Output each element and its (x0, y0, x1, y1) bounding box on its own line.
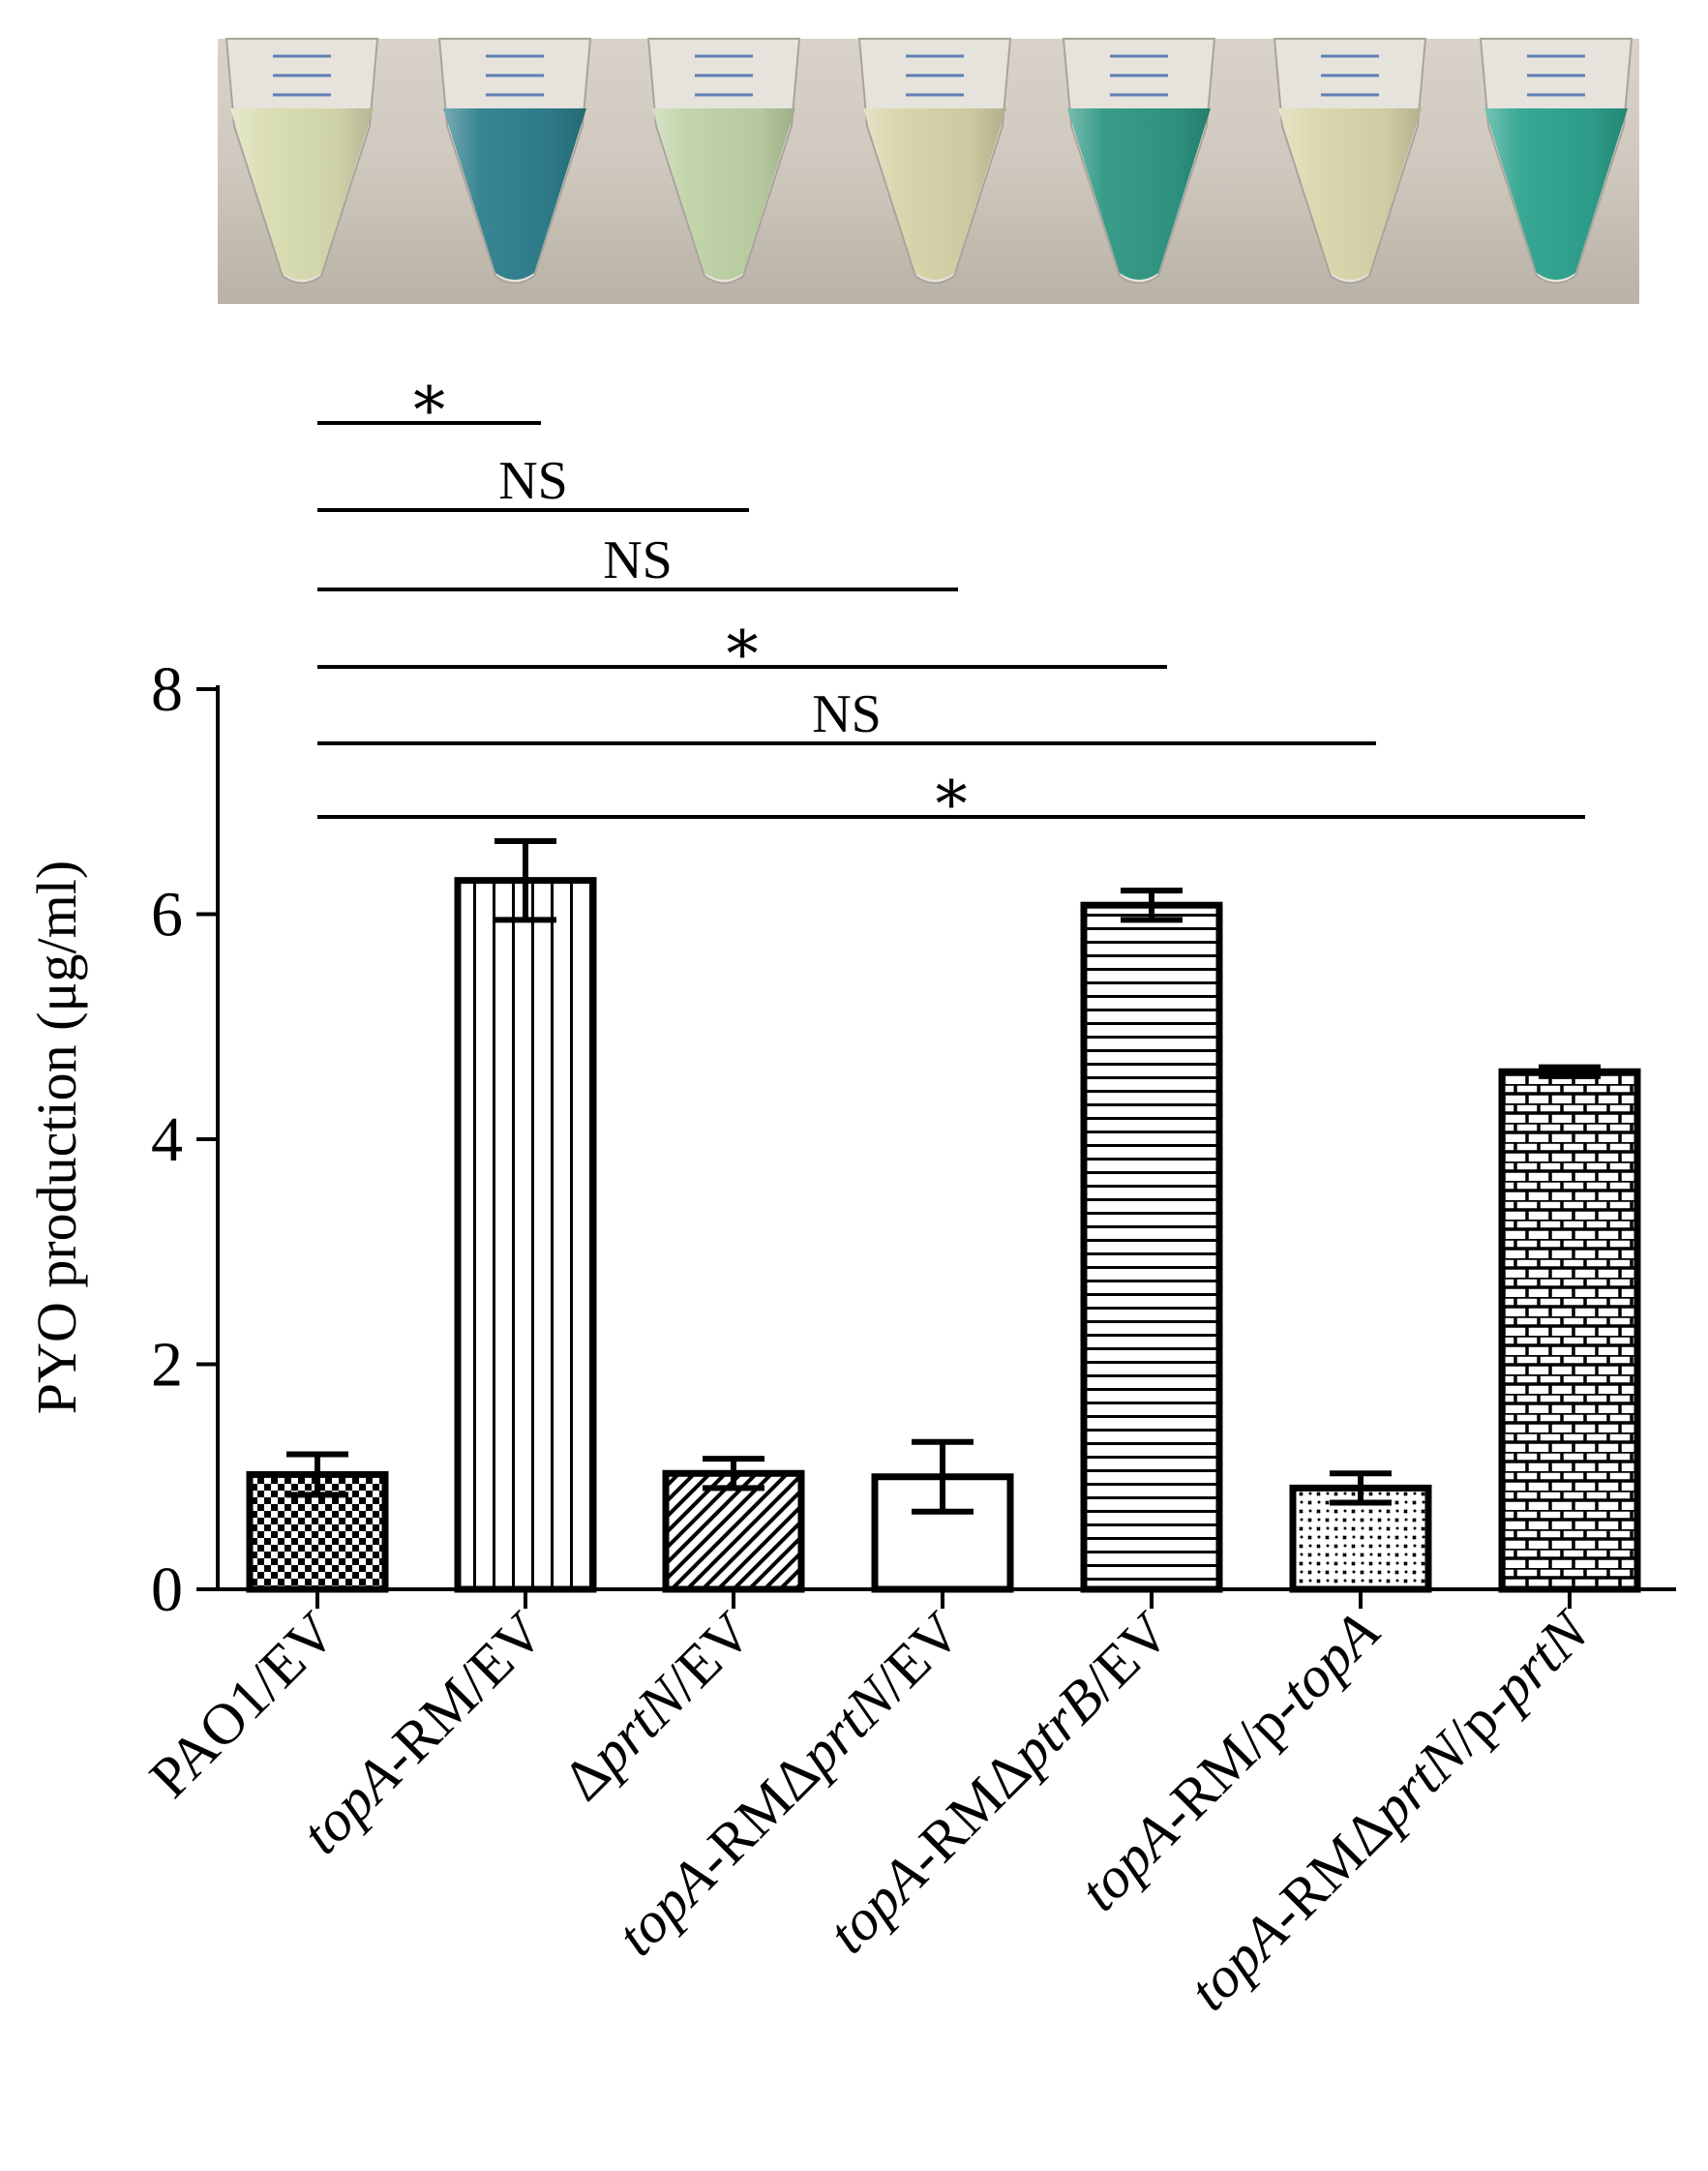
y-axis: 0 2 4 6 8 (151, 654, 220, 1625)
error-bar (1121, 888, 1183, 923)
tube (437, 38, 592, 285)
significance-label: NS (498, 451, 568, 511)
error-bar (1330, 1470, 1392, 1506)
x-tick-label: topA-RMΔptrB/EV (816, 1600, 1182, 1966)
significance-label: ∗ (407, 363, 451, 434)
significance-label: ∗ (721, 607, 764, 678)
x-tick-label: ΔprtN/EV (551, 1600, 764, 1813)
tube-gloss (230, 108, 374, 280)
tube (1273, 38, 1427, 285)
tube (225, 38, 379, 285)
tube-gloss (1067, 108, 1211, 280)
y-tick-label: 2 (151, 1330, 183, 1401)
significance-label: NS (603, 530, 673, 590)
bar-chart: 0 2 4 6 8 ∗ NS NS ∗ NS ∗ PAO1/EVtopA-RM/EVΔprtN/E… (25, 363, 1676, 2023)
error-bar (703, 1456, 764, 1492)
error-bar (912, 1438, 974, 1515)
tube-gloss (443, 108, 586, 280)
y-tick-label: 8 (151, 654, 183, 725)
bar (454, 877, 597, 1593)
tube (857, 38, 1012, 285)
significance-label: NS (812, 684, 882, 744)
y-tick-label: 4 (151, 1104, 183, 1175)
bar (871, 1473, 1014, 1593)
error-bar (494, 837, 556, 923)
bar (1498, 1068, 1641, 1593)
y-axis-label: PYO production (μg/ml) (25, 860, 88, 1414)
tube (646, 38, 801, 285)
tube-gloss (652, 108, 795, 280)
bar (662, 1469, 805, 1593)
y-tick-label: 0 (151, 1554, 183, 1625)
tube (1062, 38, 1216, 285)
tube-gloss (1278, 108, 1422, 280)
x-tick-label: topA-RMΔprtN/EV (605, 1600, 973, 1968)
tube-gloss (863, 108, 1006, 280)
error-bar (1539, 1064, 1601, 1079)
error-bar (286, 1451, 348, 1498)
bar (1080, 901, 1223, 1593)
x-tick-labels: PAO1/EVtopA-RM/EVΔprtN/EVtopA-RMΔprtN/EV… (137, 1597, 1602, 2022)
significance-label: ∗ (930, 757, 974, 828)
tube-gloss (1484, 108, 1628, 280)
x-tick-label: topA-RMΔprtN/p-prtN (1177, 1597, 1602, 2022)
y-tick-label: 6 (151, 880, 183, 950)
tube (1479, 38, 1633, 285)
error-bars (286, 837, 1601, 1515)
tube-photo (218, 38, 1639, 304)
bars (246, 877, 1641, 1593)
significance-brackets: ∗ NS NS ∗ NS ∗ (317, 363, 1585, 828)
x-tick-label: PAO1/EV (137, 1600, 347, 1810)
